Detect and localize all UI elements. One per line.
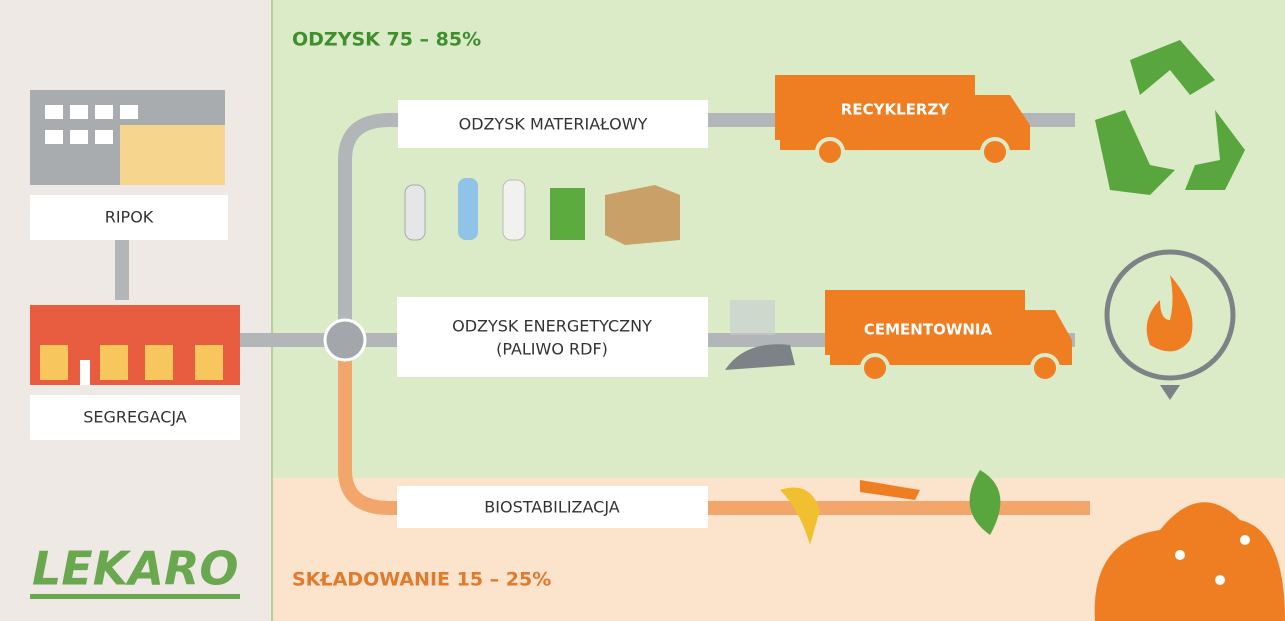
junction: [325, 320, 365, 360]
material-label: ODZYSK MATERIAŁOWY: [459, 115, 648, 134]
cement-label: CEMENTOWNIA: [864, 321, 993, 339]
ripok-building: [30, 90, 225, 185]
ripok-label: RIPOK: [105, 208, 154, 227]
logo-underline: [30, 594, 240, 599]
energy-note: (PALIWO RDF): [496, 340, 608, 359]
energy-box: [397, 297, 708, 377]
segregation-label: SEGREGACJA: [83, 408, 187, 427]
recovery-area: [272, 0, 1285, 478]
landfill-title: SKŁADOWANIE 15 – 25%: [292, 569, 551, 591]
bio-label: BIOSTABILIZACJA: [484, 498, 619, 517]
recyclers-label: RECYKLERZY: [841, 101, 951, 119]
energy-label: ODZYSK ENERGETYCZNY: [452, 317, 652, 336]
segregation-building: [30, 305, 240, 385]
connector: [115, 240, 129, 300]
infographic: ODZYSK 75 – 85% SKŁADOWANIE 15 – 25% RIP…: [0, 0, 1285, 621]
logo: LEKARO: [32, 542, 239, 596]
recovery-title: ODZYSK 75 – 85%: [292, 29, 481, 51]
